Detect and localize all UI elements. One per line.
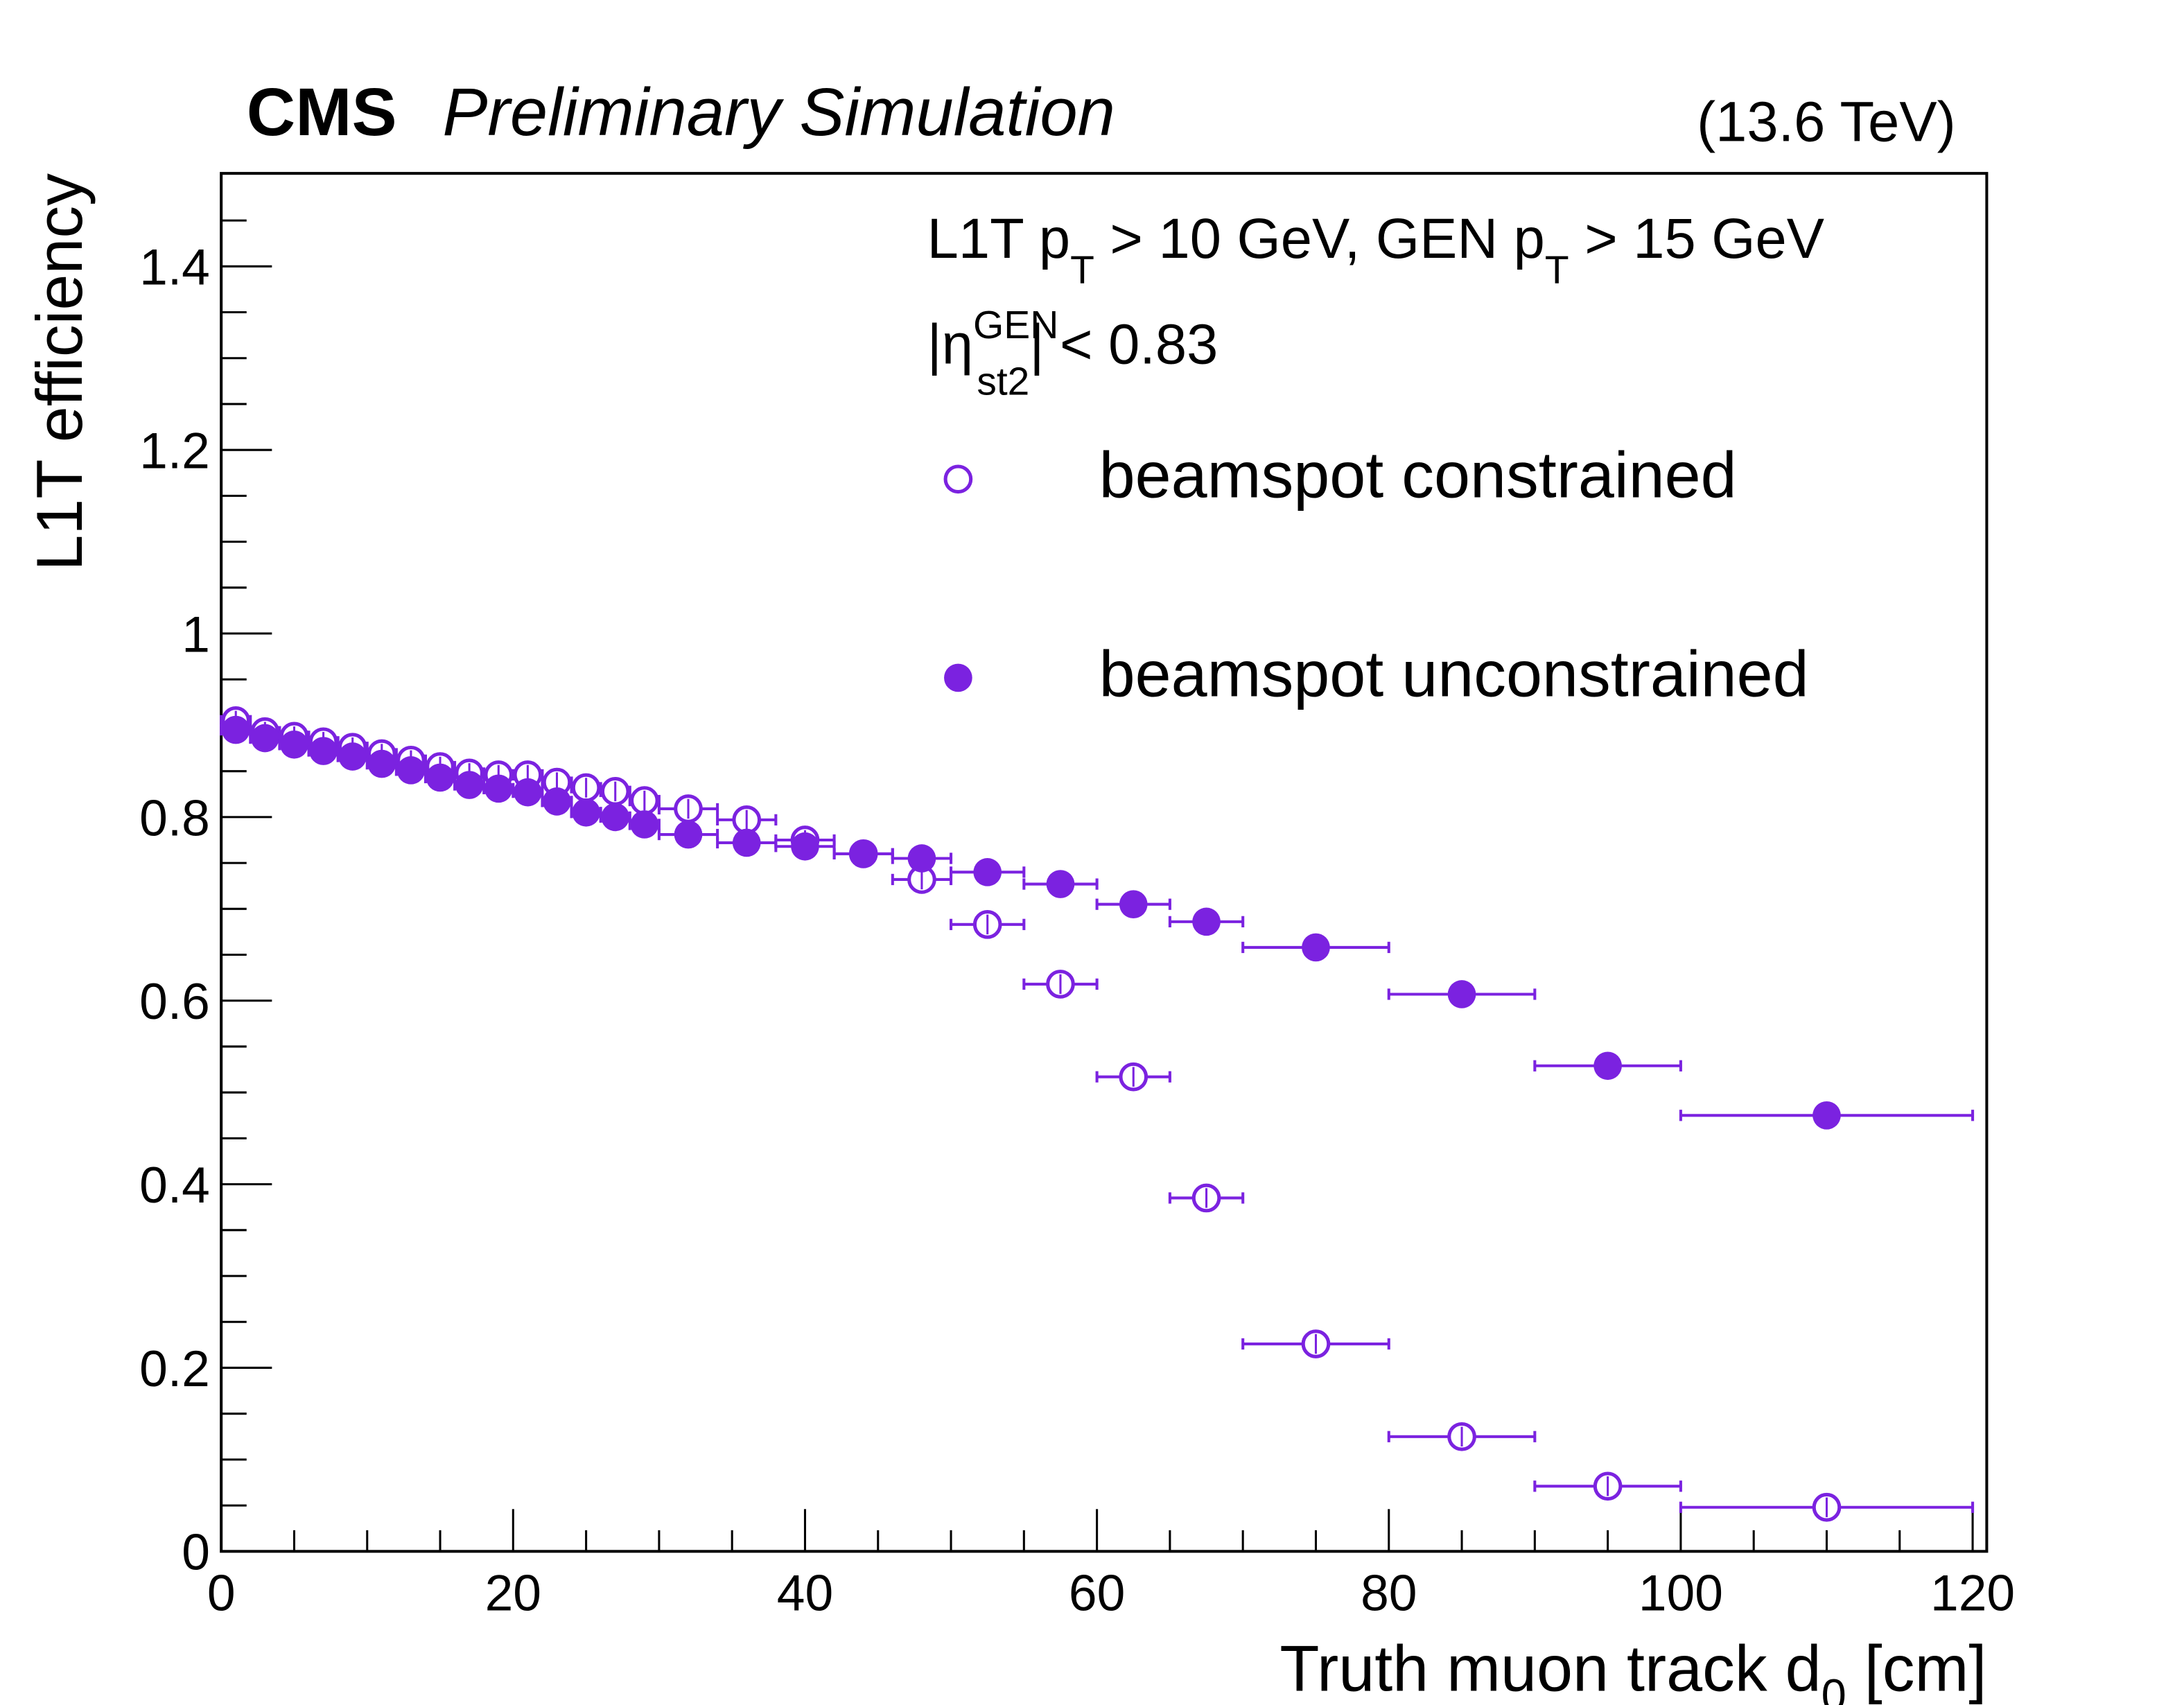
- data-point: [1679, 1101, 1975, 1130]
- y-axis-title: L1T efficiency: [23, 173, 96, 571]
- energy-label: (13.6 TeV): [1697, 90, 1956, 153]
- data-point: [950, 858, 1026, 886]
- filled-circle-marker: [280, 730, 308, 759]
- data-point: [1241, 1329, 1390, 1358]
- y-tick-label: 1.4: [139, 239, 210, 296]
- cut-annotation-pt: L1T pT > 10 GeV, GEN pT > 15 GeV: [927, 207, 1824, 292]
- filled-circle-marker: [221, 715, 250, 744]
- filled-circle-marker: [1593, 1051, 1622, 1081]
- filled-circle-marker: [572, 798, 600, 827]
- filled-circle-marker: [367, 749, 396, 778]
- data-point: [512, 778, 544, 807]
- x-tick-label: 60: [1069, 1565, 1125, 1622]
- cut-annotation-eta: |ηGEN st2| < 0.83: [927, 303, 1218, 403]
- data-point: [628, 810, 661, 839]
- x-tick-labels: 0 20 40 60 80 100 120: [207, 1565, 2015, 1622]
- legend-label-unconstrained: beamspot unconstrained: [1099, 637, 1809, 710]
- y-tick-label: 0.6: [139, 973, 210, 1030]
- x-tick-label: 20: [485, 1565, 541, 1622]
- data-point: [832, 839, 894, 868]
- legend-marker-filled-circle: [944, 663, 972, 692]
- data-point: [570, 773, 602, 803]
- filled-circle-marker: [849, 839, 878, 868]
- x-axis-title: Truth muon track d0 [cm]: [1279, 1632, 1986, 1705]
- y-tick-label: 0.8: [139, 789, 210, 846]
- data-point: [599, 776, 631, 806]
- filled-circle-marker: [396, 756, 426, 785]
- data-point: [1533, 1471, 1682, 1501]
- filled-circle-marker: [338, 742, 367, 771]
- x-tick-label: 80: [1361, 1565, 1417, 1622]
- data-point: [1095, 890, 1171, 919]
- data-point: [1168, 1183, 1245, 1213]
- filled-circle-marker: [1812, 1101, 1841, 1130]
- data-point: [336, 742, 369, 771]
- data-point: [394, 756, 428, 785]
- y-tick-label: 0: [182, 1524, 210, 1581]
- legend-label-constrained: beamspot constrained: [1099, 439, 1737, 512]
- filled-circle-marker: [601, 803, 630, 832]
- legend-marker-open-circle: [943, 464, 973, 494]
- data-point: [1533, 1051, 1682, 1081]
- legend: beamspot constrained beamspot unconstrai…: [943, 439, 1809, 710]
- filled-circle-marker: [791, 832, 819, 861]
- data-point: [891, 844, 953, 873]
- data-point: [1022, 870, 1099, 898]
- data-point: [599, 803, 631, 832]
- experiment-label: CMS: [247, 74, 397, 150]
- series-beamspot-unconstrained: [220, 715, 1975, 1130]
- y-tick-label: 0.4: [139, 1157, 210, 1214]
- filled-circle-marker: [455, 771, 484, 799]
- data-point: [541, 787, 573, 816]
- data-point: [1387, 1422, 1537, 1451]
- x-tick-label: 40: [777, 1565, 833, 1622]
- y-tick-labels: 0 0.2 0.4 0.6 0.8 1 1.2 1.4: [139, 239, 210, 1581]
- filled-circle-marker: [1302, 933, 1330, 962]
- filled-circle-marker: [1192, 907, 1221, 936]
- filled-circle-marker: [426, 763, 455, 792]
- filled-circle-marker: [309, 737, 338, 765]
- filled-circle-marker: [251, 724, 279, 753]
- y-tick-label: 0.2: [139, 1340, 210, 1397]
- filled-circle-marker: [1119, 890, 1148, 919]
- filled-circle-marker: [907, 844, 936, 873]
- data-point: [278, 730, 311, 759]
- data-point: [1168, 907, 1245, 936]
- filled-circle-marker: [543, 787, 571, 816]
- data-point: [950, 909, 1026, 939]
- x-tick-label: 120: [1930, 1565, 2015, 1622]
- data-point: [1241, 933, 1390, 962]
- data-point: [220, 715, 252, 744]
- filled-circle-marker: [732, 828, 761, 857]
- filled-circle-marker: [1046, 870, 1075, 898]
- data-point: [657, 820, 719, 849]
- data-point: [249, 724, 281, 753]
- filled-circle-marker: [514, 778, 542, 807]
- data-point: [716, 828, 778, 857]
- status-label: Preliminary Simulation: [442, 74, 1115, 150]
- x-tick-label: 0: [207, 1565, 236, 1622]
- data-point: [1387, 980, 1537, 1008]
- y-tick-label: 1: [182, 606, 210, 663]
- filled-circle-marker: [973, 858, 1002, 886]
- data-point: [1679, 1492, 1975, 1522]
- x-tick-label: 100: [1639, 1565, 1723, 1622]
- data-point: [482, 774, 515, 803]
- data-point: [657, 794, 719, 823]
- data-point: [1022, 970, 1099, 999]
- data-point: [1095, 1062, 1171, 1092]
- filled-circle-marker: [630, 810, 659, 839]
- filled-circle-marker: [1447, 980, 1476, 1008]
- filled-circle-marker: [674, 820, 703, 849]
- y-tick-label: 1.2: [139, 423, 210, 480]
- filled-circle-marker: [484, 774, 513, 803]
- data-point: [774, 832, 836, 861]
- data-point: [628, 786, 661, 815]
